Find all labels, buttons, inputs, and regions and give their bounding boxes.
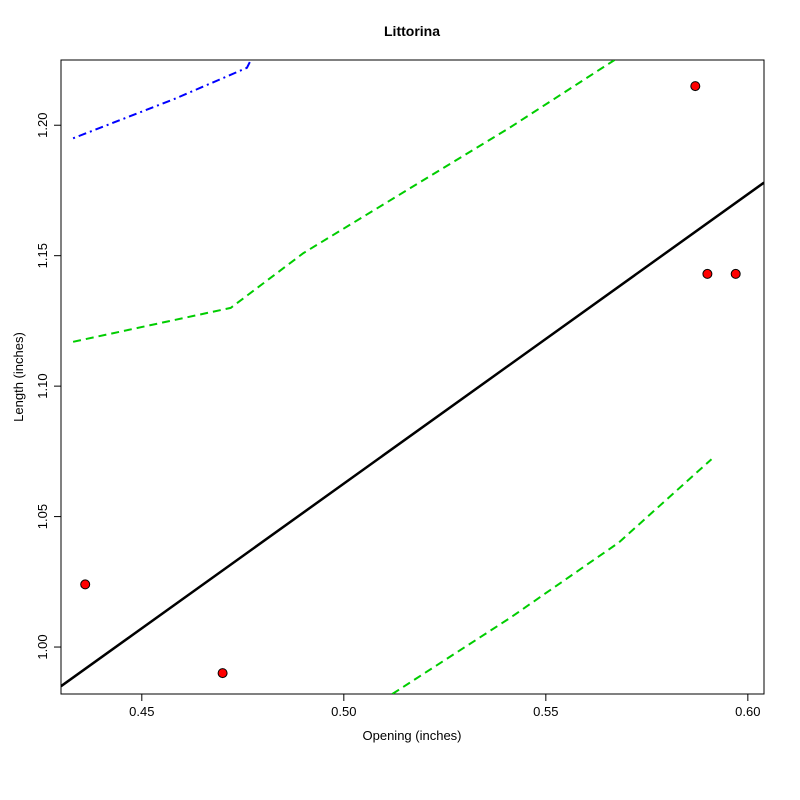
x-axis: 0.45 0.50 0.55 0.60 [129,694,760,719]
y-tick-label: 1.15 [35,243,50,268]
y-tick-label: 1.00 [35,634,50,659]
data-point [80,579,91,590]
data-point [217,668,228,679]
series-line-dotdash-3 [72,60,252,140]
y-tick-label: 1.20 [35,113,50,138]
y-axis-label: Length (inches) [11,332,26,422]
y-tick-label: 1.05 [35,504,50,529]
data-point [702,268,713,279]
data-point [690,81,701,92]
chart-title: Littorina [384,23,440,39]
line-series-layer [61,60,764,694]
series-line-dashed-2 [391,458,713,694]
x-tick-label: 0.50 [331,704,356,719]
y-tick-label: 1.10 [35,373,50,398]
y-axis: 1.00 1.05 1.10 1.15 1.20 [35,113,61,660]
plot-area [60,59,765,695]
x-axis-label: Opening (inches) [363,728,462,743]
points-layer [80,81,741,679]
data-point [730,268,741,279]
x-tick-label: 0.60 [735,704,760,719]
series-line-solid-0 [61,181,764,688]
series-line-dashed-1 [72,60,616,343]
x-tick-label: 0.55 [533,704,558,719]
x-tick-label: 0.45 [129,704,154,719]
